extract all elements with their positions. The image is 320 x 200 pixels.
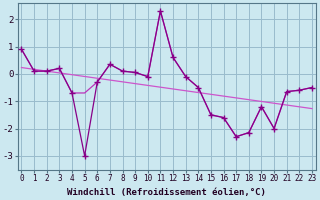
X-axis label: Windchill (Refroidissement éolien,°C): Windchill (Refroidissement éolien,°C) [67, 188, 266, 197]
